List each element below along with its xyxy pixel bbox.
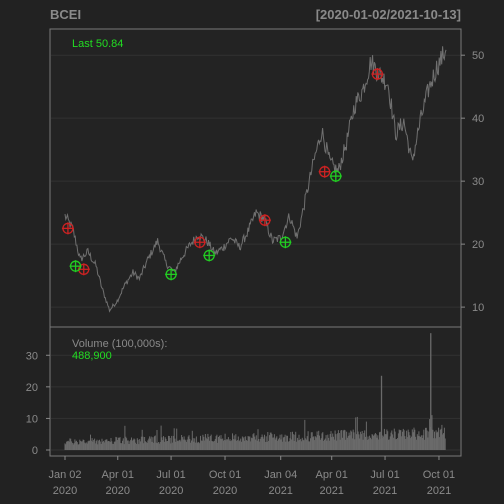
x-tick-label: Jan 02	[48, 469, 81, 481]
sell-signal	[61, 222, 74, 235]
x-tick-label: Jan 04	[264, 469, 297, 481]
sell-signal	[318, 165, 331, 178]
x-tick-year: 2020	[159, 485, 183, 497]
price-tick-label: 20	[472, 239, 484, 251]
price-axis: 10 20 30 40 50	[461, 50, 484, 314]
volume-tick-label: 20	[26, 382, 38, 394]
price-tick-label: 40	[472, 113, 484, 125]
price-line	[64, 46, 447, 313]
x-tick-year: 2021	[373, 485, 397, 497]
x-tick-year: 2020	[53, 485, 77, 497]
volume-label: Volume (100,000s):	[72, 338, 167, 350]
buy-signal	[69, 260, 82, 273]
x-tick-year: 2021	[319, 485, 343, 497]
x-tick-label: Oct 01	[209, 469, 241, 481]
sell-signal	[371, 68, 384, 81]
price-tick-label: 30	[472, 176, 484, 188]
x-tick-label: Apr 01	[102, 469, 134, 481]
price-tick-label: 50	[472, 50, 484, 62]
x-tick-label: Jul 01	[370, 469, 399, 481]
volume-axis: 0 10 20 30	[26, 350, 50, 457]
last-price-label: Last 50.84	[72, 38, 123, 50]
volume-tick-label: 0	[32, 445, 38, 457]
x-tick-year: 2020	[213, 485, 237, 497]
price-series	[64, 46, 447, 313]
x-tick-year: 2020	[106, 485, 130, 497]
x-tick-label: Jul 01	[156, 469, 185, 481]
signals	[61, 68, 384, 281]
price-panel	[49, 28, 462, 328]
sell-signal	[193, 236, 206, 249]
buy-signal	[329, 170, 342, 183]
volume-tick-label: 10	[26, 413, 38, 425]
buy-signal	[279, 236, 292, 249]
chart-title: BCEI	[50, 7, 81, 22]
x-tick-year: 2021	[427, 485, 451, 497]
price-grid	[51, 54, 460, 308]
date-range: [2020-01-02/2021-10-13]	[316, 7, 461, 22]
x-tick-label: Apr 01	[315, 469, 347, 481]
x-axis: Jan 02 2020 Apr 01 2020 Jul 01 2020 Oct 01 2020…	[48, 456, 455, 497]
volume-tick-label: 30	[26, 350, 38, 362]
buy-signal	[165, 268, 178, 281]
volume-bars	[64, 333, 446, 450]
buy-signal	[203, 249, 216, 262]
price-tick-label: 10	[472, 302, 484, 314]
volume-last-value: 488,900	[72, 350, 112, 362]
sell-signal	[258, 214, 271, 227]
x-tick-label: Oct 01	[423, 469, 455, 481]
x-tick-year: 2021	[268, 485, 292, 497]
